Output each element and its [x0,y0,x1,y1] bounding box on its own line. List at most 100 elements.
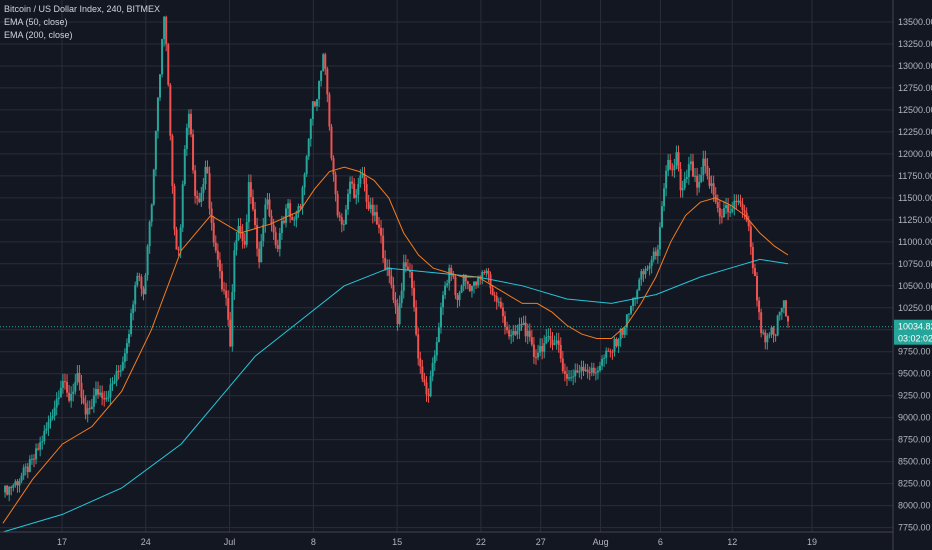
candle-body [84,403,87,415]
candle-body [328,94,331,127]
candle-body [142,288,145,295]
candle-body [202,184,205,193]
candle-body [12,485,15,488]
candle-body [173,185,176,230]
candle-body [772,327,775,335]
candle-body [778,311,781,316]
candle-body [756,276,759,301]
candle-body [491,288,494,296]
candle-body [390,275,393,286]
candle-body [334,174,337,195]
candle-body [299,206,302,208]
candle-body [460,285,463,293]
candle-body [654,251,657,256]
candle-body [175,229,178,250]
candle-body [357,183,360,195]
candle-body [737,200,740,203]
candle-body [652,251,655,260]
candle-body [477,276,480,286]
candle-body [276,245,279,249]
candle-body [148,221,151,246]
candle-body [702,158,705,175]
y-tick-label: 9000.00 [898,413,931,423]
candle-body [731,208,734,212]
candle-body [776,315,779,336]
y-tick-label: 10250.00 [898,303,932,313]
candle-body [322,54,325,72]
y-tick-label: 13500.00 [898,17,932,27]
candle-body [20,475,23,481]
candle-body [293,219,296,221]
candle-body [138,275,141,277]
candle-body [97,389,100,395]
candle-body [646,268,649,270]
candle-body [596,370,599,373]
candle-body [485,270,488,274]
bar-countdown: 03:02:02 [898,334,932,344]
grid [0,0,893,532]
candle-body [774,334,777,336]
candle-body [545,336,548,344]
candle-body [241,231,244,242]
candle-body [632,298,635,307]
candle-body [487,270,490,275]
candle-body [526,330,529,337]
candle-body [524,322,527,337]
candle-body [764,332,767,343]
candle-body [413,287,416,308]
candle-body [359,175,362,184]
candle-body [324,54,327,69]
candle-body [537,352,540,358]
x-tick-label: 15 [392,537,402,547]
candle-body [216,250,219,260]
candle-body [119,370,122,372]
candle-body [464,275,467,282]
candle-body [63,381,66,383]
candle-body [495,295,498,302]
y-tick-label: 12750.00 [898,83,932,93]
candle-body [466,281,469,285]
candle-body [656,249,659,256]
candle-body [760,312,763,334]
candle-body [444,285,447,296]
candle-body [609,351,612,353]
candle-body [448,267,451,284]
candle-body [607,350,610,352]
candle-body [305,156,308,174]
candle-body [101,392,104,399]
candle-body [644,269,647,275]
candle-body [152,169,155,205]
candle-body [332,158,335,175]
candle-body [220,271,223,290]
candle-body [239,225,242,232]
candle-body [747,220,750,227]
candle-body [351,181,354,184]
candles [4,15,789,502]
candle-body [543,343,546,352]
x-tick-label: Jul [224,537,236,547]
candle-body [18,480,21,486]
candle-body [154,130,157,170]
candle-body [446,283,449,286]
candle-body [78,372,81,383]
candle-body [762,332,765,334]
candle-body [627,313,630,315]
candle-body [687,164,690,178]
candle-body [278,233,281,249]
candle-body [70,394,73,401]
candle-body [784,300,787,317]
candle-body [130,313,133,335]
candle-body [787,316,789,322]
candle-body [251,197,254,210]
candle-body [346,193,349,210]
candle-body [425,382,428,395]
candle-body [677,152,680,170]
candle-body [592,367,595,374]
candle-body [499,301,502,308]
candle-body [353,183,356,198]
candle-body [262,224,265,241]
candle-body [766,335,769,343]
candle-body [718,207,721,217]
candle-body [163,16,166,40]
candle-body [503,316,506,327]
